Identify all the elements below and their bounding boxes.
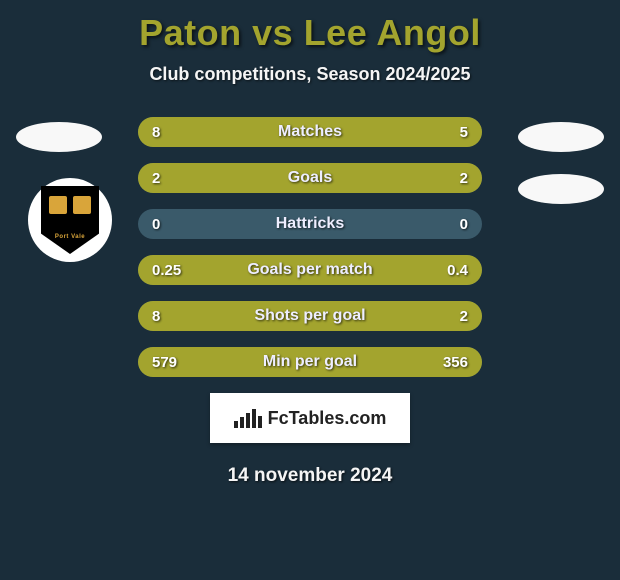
bar-right xyxy=(270,255,482,285)
comparison-row: 22Goals xyxy=(138,163,482,193)
comparison-card: Paton vs Lee Angol Club competitions, Se… xyxy=(0,0,620,580)
bar-left xyxy=(138,255,270,285)
comparison-rows: 85Matches 22Goals 00Hattricks 0.250.4Goals … xyxy=(138,117,482,377)
comparison-row: 579356Min per goal xyxy=(138,347,482,377)
bar-left xyxy=(138,301,413,331)
comparison-row: 82Shots per goal xyxy=(138,301,482,331)
source-logo: FcTables.com xyxy=(210,393,410,443)
source-logo-text: FcTables.com xyxy=(268,408,387,429)
bar-right xyxy=(350,117,482,147)
bar-left xyxy=(138,163,310,193)
subtitle: Club competitions, Season 2024/2025 xyxy=(0,64,620,85)
comparison-chart: 85Matches 22Goals 00Hattricks 0.250.4Goals … xyxy=(70,117,550,377)
page-title: Paton vs Lee Angol xyxy=(0,12,620,54)
bar-right xyxy=(310,163,482,193)
bar-right xyxy=(413,301,482,331)
bar-left xyxy=(138,117,350,147)
barchart-icon xyxy=(234,408,262,428)
comparison-row: 85Matches xyxy=(138,117,482,147)
date-label: 14 november 2024 xyxy=(0,465,620,487)
bar-left xyxy=(138,347,351,377)
comparison-row: 0.250.4Goals per match xyxy=(138,255,482,285)
comparison-row: 00Hattricks xyxy=(138,209,482,239)
bar-right xyxy=(351,347,482,377)
